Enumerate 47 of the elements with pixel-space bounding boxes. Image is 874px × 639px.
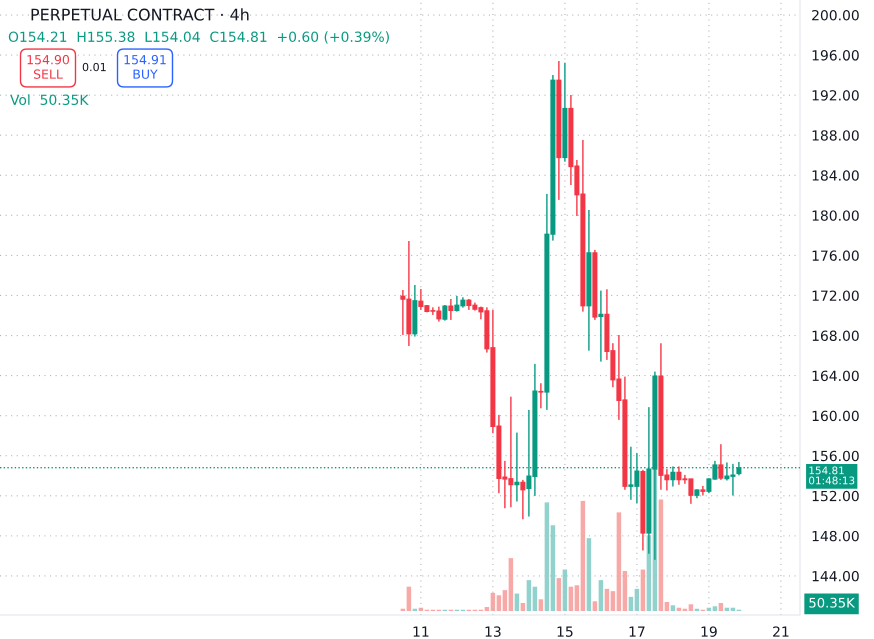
y-tick-label: 184.00 — [812, 170, 859, 181]
bar — [562, 570, 568, 611]
x-tick-label: 17 — [630, 626, 645, 637]
bar — [514, 594, 520, 611]
bar — [586, 538, 592, 611]
y-tick-label: 152.00 — [812, 490, 859, 502]
bar — [538, 599, 544, 611]
candlestick — [448, 298, 454, 321]
bar — [640, 570, 646, 611]
annotation: 0.01 — [82, 62, 106, 72]
bar — [592, 601, 598, 611]
bar — [598, 580, 604, 611]
chart-title: PERPETUAL CONTRACT · 4h — [32, 8, 248, 21]
y-tick-label: 176.00 — [812, 250, 859, 261]
bar — [520, 602, 526, 611]
annotation: 154.91 BUY — [124, 54, 166, 79]
candlestick — [442, 304, 448, 322]
annotation: Vol 50.35K — [10, 94, 89, 106]
annotation: 154.90 SELL — [28, 54, 70, 79]
x-tick-label: 13 — [486, 626, 501, 637]
y-tick-label: 180.00 — [812, 210, 859, 221]
bar — [670, 605, 676, 611]
x-tick-label: 15 — [558, 626, 573, 637]
x-tick-label: 21 — [773, 626, 788, 637]
ref-line-label: 154.81 01:48:13 — [809, 466, 854, 484]
candlestick — [694, 488, 700, 499]
y-tick-label: 144.00 — [812, 570, 859, 582]
y-tick-label: 196.00 — [812, 50, 859, 61]
bar — [718, 602, 724, 611]
y-tick-label: 148.00 — [812, 530, 859, 542]
candlestick — [700, 485, 706, 496]
x-tick-label: 11 — [414, 626, 428, 637]
y-tick-label: 160.00 — [812, 410, 859, 422]
y-tick-label: 168.00 — [812, 330, 859, 342]
y-tick-label: 188.00 — [812, 130, 859, 141]
y-tick-label: 200.00 — [812, 10, 859, 20]
y-tick-label: 164.00 — [812, 370, 859, 382]
y-tick-label: 192.00 — [812, 90, 859, 101]
candlestick — [718, 444, 724, 481]
bar — [556, 578, 562, 611]
candlestick — [520, 479, 526, 520]
y-tick-label: 172.00 — [812, 290, 859, 301]
y-tick-label: 156.00 — [812, 450, 859, 462]
x-tick-label: 19 — [702, 626, 717, 637]
candlestick — [598, 290, 604, 362]
text: 50.35K — [809, 598, 856, 608]
annotation: O154.21 H155.38 L154.04 C154.81 +0.60 (+0.39%) — [8, 31, 389, 44]
